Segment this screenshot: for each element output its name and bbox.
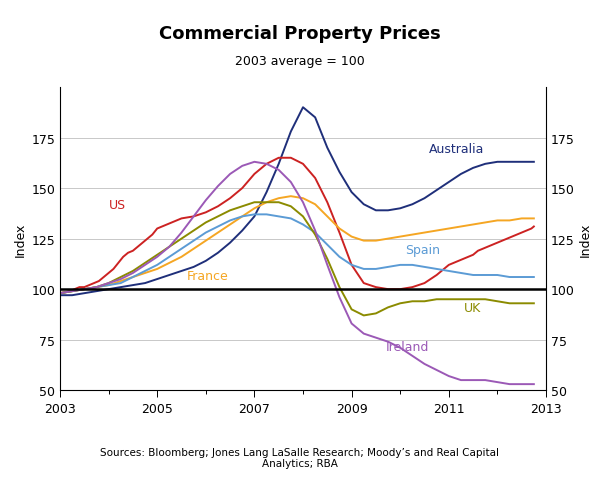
Text: France: France: [187, 269, 228, 283]
Y-axis label: Index: Index: [579, 222, 592, 256]
Text: 2003 average = 100: 2003 average = 100: [235, 55, 365, 67]
Text: Australia: Australia: [430, 142, 485, 155]
Text: Sources: Bloomberg; Jones Lang LaSalle Research; Moody’s and Real Capital
Analyt: Sources: Bloomberg; Jones Lang LaSalle R…: [101, 447, 499, 468]
Text: Spain: Spain: [405, 243, 440, 256]
Text: US: US: [109, 199, 126, 212]
Text: Commercial Property Prices: Commercial Property Prices: [159, 25, 441, 43]
Text: UK: UK: [463, 302, 481, 315]
Text: Ireland: Ireland: [386, 340, 429, 353]
Y-axis label: Index: Index: [14, 222, 27, 256]
